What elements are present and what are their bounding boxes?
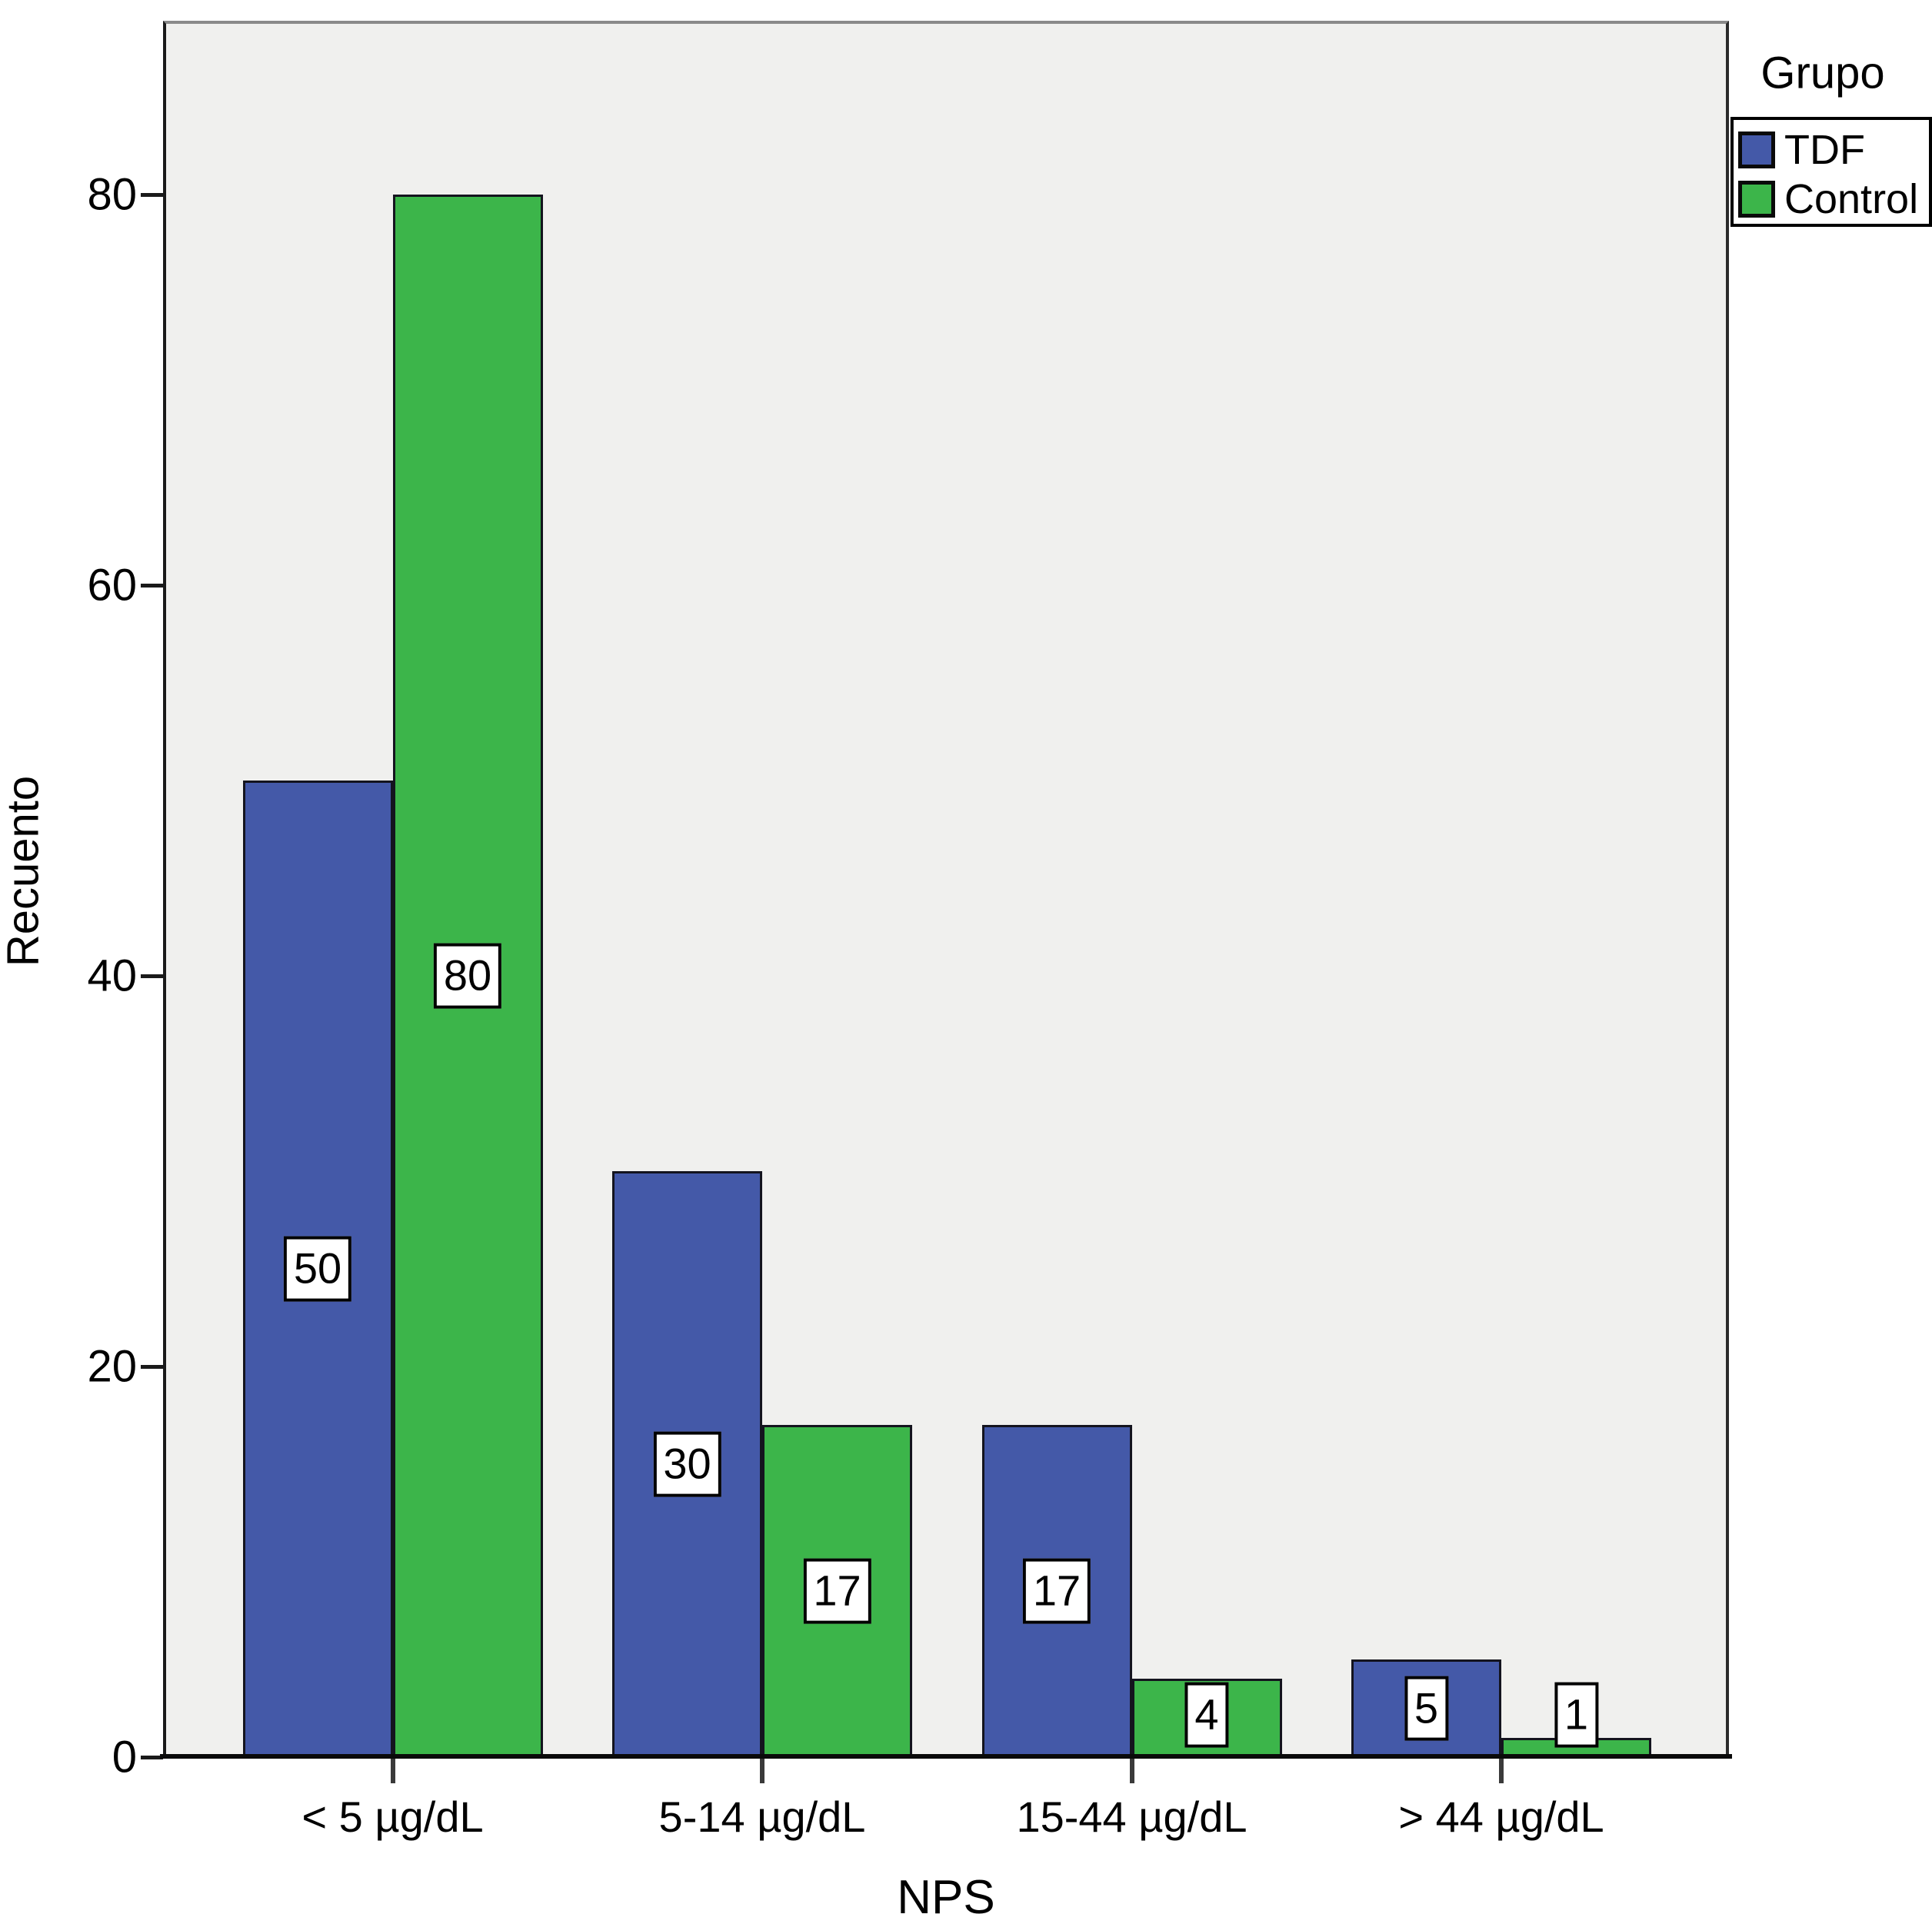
y-tick-label: 40 [87, 950, 137, 1001]
x-tick-mark [390, 1757, 395, 1783]
y-tick-mark [141, 974, 163, 978]
y-tick-label: 20 [87, 1341, 137, 1392]
x-tick-mark [1129, 1757, 1134, 1783]
y-tick-mark [141, 583, 163, 588]
x-axis-title: NPS [897, 1871, 995, 1924]
bar-value-label: 50 [283, 1236, 352, 1302]
legend-item-control: Control [1738, 175, 1929, 224]
y-tick-mark [141, 192, 163, 197]
bar-value-label: 30 [653, 1431, 721, 1497]
bar-value-label: 17 [803, 1558, 871, 1624]
y-tick-label: 60 [87, 560, 137, 611]
bar-value-label: 17 [1022, 1558, 1091, 1624]
bar-value-label: 80 [433, 943, 502, 1009]
legend-label-tdf: TDF [1784, 127, 1865, 173]
x-tick-label: 5-14 µg/dL [658, 1793, 866, 1841]
tdf-color-swatch [1738, 131, 1775, 168]
y-tick-mark [141, 1755, 163, 1759]
x-axis-line [160, 1754, 1732, 1759]
x-tick-label: > 44 µg/dL [1398, 1793, 1604, 1841]
y-tick-label: 80 [87, 169, 137, 220]
y-tick-mark [141, 1364, 163, 1369]
legend: TDF Control [1730, 117, 1932, 227]
x-tick-mark [1499, 1757, 1504, 1783]
x-tick-label: < 5 µg/dL [301, 1793, 484, 1841]
bar-value-label: 4 [1184, 1682, 1229, 1748]
legend-label-control: Control [1784, 176, 1919, 222]
x-tick-label: 15-44 µg/dL [1016, 1793, 1247, 1841]
bar-value-label: 5 [1404, 1676, 1449, 1741]
control-color-swatch [1738, 181, 1775, 218]
legend-item-tdf: TDF [1738, 125, 1929, 175]
bar-value-label: 1 [1554, 1682, 1599, 1748]
x-tick-mark [760, 1757, 764, 1783]
bar-control-1 [762, 1425, 912, 1757]
y-tick-label: 0 [112, 1732, 137, 1783]
y-axis-title: Recuento [0, 775, 48, 967]
legend-title: Grupo [1760, 48, 1885, 98]
